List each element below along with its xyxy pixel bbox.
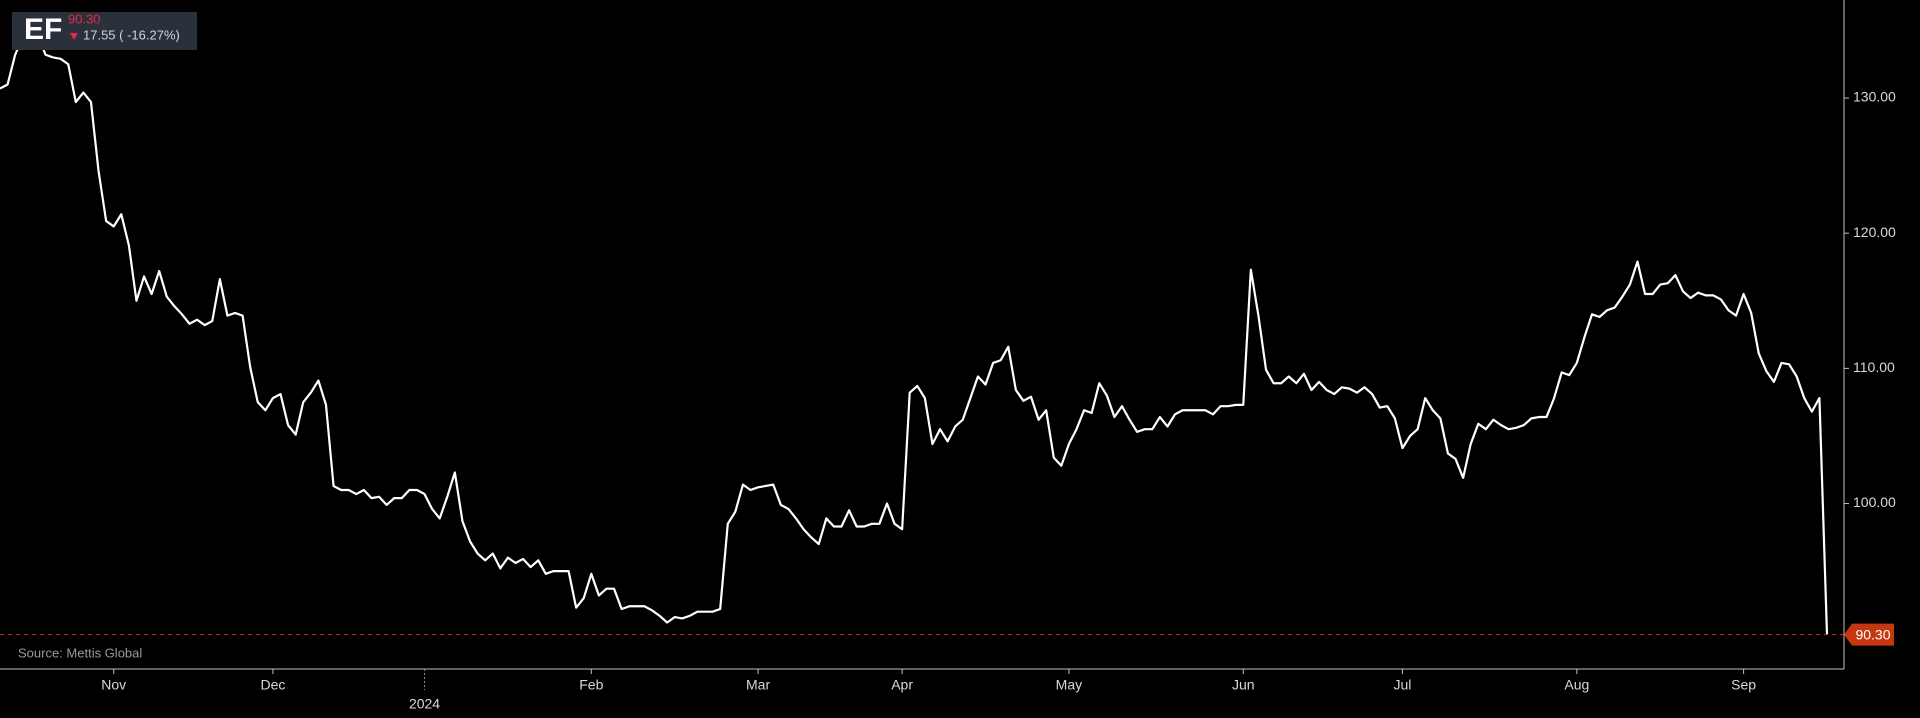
last-value-tag	[1844, 623, 1894, 646]
price-line	[0, 21, 1829, 635]
x-tick-label: Jun	[1232, 677, 1255, 693]
price: 90.30	[68, 11, 101, 26]
y-tick-label: 100.00	[1853, 494, 1896, 510]
ticker-box-bg	[12, 12, 197, 50]
x-tick-label: May	[1056, 677, 1082, 693]
source-note: Source: Mettis Global	[18, 645, 142, 660]
x-tick-label: Aug	[1564, 677, 1589, 693]
x-tick-label: Apr	[891, 677, 913, 693]
y-tick-label: 130.00	[1853, 89, 1896, 105]
x-tick-label: Feb	[579, 677, 603, 693]
y-tick-label: 110.00	[1853, 359, 1895, 375]
plot-area	[0, 21, 1844, 636]
price-change: 17.55 ( -16.27%)	[83, 27, 180, 42]
last-value-label: 90.30	[1855, 626, 1890, 642]
x-tick-label: Jul	[1394, 677, 1412, 693]
ticker: EF	[24, 13, 62, 46]
x-tick-label: Mar	[746, 677, 770, 693]
x-tick-label: Nov	[101, 677, 126, 693]
x-tick-label: Dec	[260, 677, 285, 693]
down-arrow	[70, 33, 78, 40]
x-tick-label: Sep	[1731, 677, 1756, 693]
x-tick-label: 2024	[409, 696, 440, 712]
ticker-box: EF 90.30 17.55 ( -16.27%)	[12, 11, 197, 50]
y-tick-label: 120.00	[1853, 224, 1896, 240]
